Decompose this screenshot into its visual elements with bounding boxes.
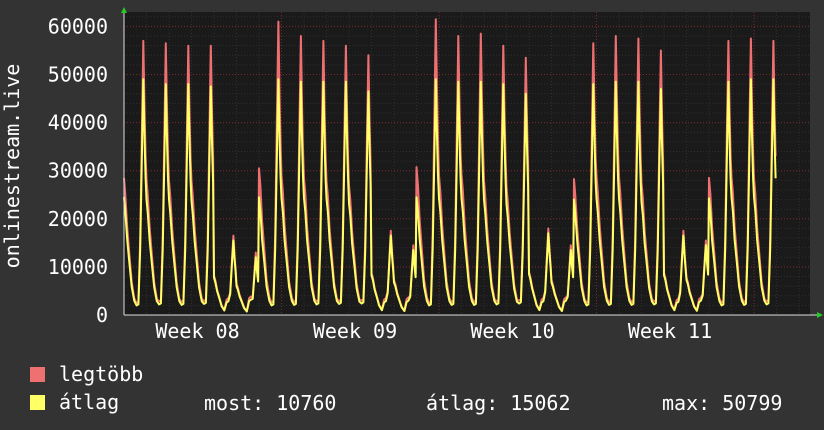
y-axis-label: onlinestream.live bbox=[0, 64, 24, 269]
axes bbox=[121, 7, 823, 318]
series-line-atlag bbox=[123, 78, 777, 313]
stat-average: átlag: 15062 bbox=[426, 391, 571, 415]
series-lines bbox=[123, 18, 777, 313]
y-tick-label: 50000 bbox=[48, 63, 108, 87]
x-tick-label: Week 08 bbox=[155, 319, 239, 343]
x-axis-arrow-icon bbox=[817, 312, 823, 318]
y-tick-label: 30000 bbox=[48, 159, 108, 183]
legend-max: legtöbb bbox=[30, 362, 144, 386]
y-tick-label: 0 bbox=[96, 303, 108, 327]
legend-max-label: legtöbb bbox=[59, 362, 144, 386]
x-tick-label: Week 10 bbox=[470, 319, 554, 343]
y-axis-arrow-icon bbox=[121, 7, 127, 13]
stat-current: most: 10760 bbox=[204, 391, 337, 415]
y-tick-label: 20000 bbox=[48, 207, 108, 231]
x-tick-label: Week 09 bbox=[313, 319, 397, 343]
legend-avg-swatch bbox=[30, 394, 45, 410]
y-axis-ticks: 0 10000 20000 30000 40000 50000 60000 bbox=[48, 14, 108, 327]
y-tick-label: 60000 bbox=[48, 14, 108, 38]
x-axis-ticks: Week 08 Week 09 Week 10 Week 11 bbox=[155, 319, 712, 343]
stat-maximum: max: 50799 bbox=[662, 391, 783, 415]
y-tick-label: 40000 bbox=[48, 111, 108, 135]
legend-avg-label: átlag bbox=[59, 390, 120, 414]
x-tick-label: Week 11 bbox=[628, 319, 712, 343]
legend-max-swatch bbox=[30, 366, 45, 382]
legend-avg: átlag bbox=[30, 390, 120, 414]
y-tick-label: 10000 bbox=[48, 255, 108, 279]
